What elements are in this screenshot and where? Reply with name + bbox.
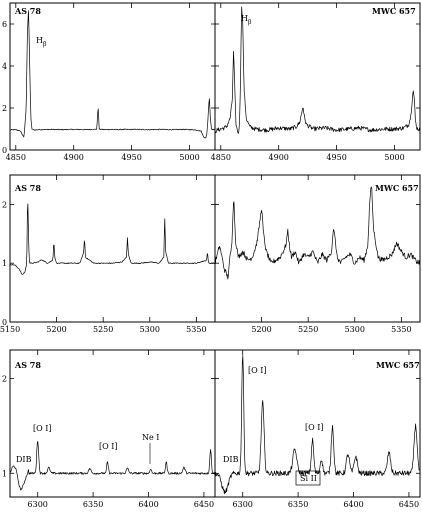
x-tick-label: 6450 [399, 500, 419, 509]
hbeta-sub: β [43, 41, 47, 48]
dib-label: DIB [16, 455, 32, 464]
x-tick-label: 4850 [6, 153, 26, 162]
panel-frame [214, 2, 421, 151]
x-tick-label: 4950 [326, 153, 346, 162]
oi-6300-label: [O I] [248, 366, 267, 375]
x-tick-label: 4850 [211, 153, 231, 162]
hbeta-h: H [36, 36, 43, 45]
spectrum-line-left [9, 441, 216, 491]
hbeta-label: Hβ [36, 36, 47, 48]
panel-top-left: AS 78 Hβ [9, 2, 216, 151]
x-tick-label: 5000 [179, 153, 199, 162]
hbeta-label: Hβ [241, 14, 252, 26]
star-label-mwc657: MWC 657 [376, 360, 420, 370]
oi-6363-label: [O I] [305, 423, 324, 432]
x-tick-label: 5300 [345, 325, 365, 334]
chart-marks: 0 2 4 6 4850 4900 4950 5000 4850 4900 4950 5000 0 1 2 5… [0, 3, 421, 509]
dib-label: DIB [223, 455, 239, 464]
x-tick-label: 5000 [384, 153, 404, 162]
panel-frame [9, 2, 216, 151]
hbeta-sub: β [248, 19, 252, 26]
y-tick-label: 2 [2, 374, 7, 383]
y-tick-label: 1 [2, 469, 7, 478]
x-tick-label: 5200 [46, 325, 66, 334]
x-tick-label: 6400 [138, 500, 158, 509]
x-tick-label: 5150 [0, 325, 20, 334]
star-label-mwc657: MWC 657 [375, 183, 419, 193]
panel-top-right: MWC 657 Hβ [214, 2, 421, 151]
spectrum-line-left [9, 10, 215, 139]
x-tick-label: 6300 [28, 500, 48, 509]
panel-bottom-left: AS 78 DIB [O I] [O I] Ne I [9, 349, 216, 498]
star-label-as78: AS 78 [14, 360, 41, 370]
y-tick-label: 0 [2, 318, 7, 327]
x-tick-label: 6400 [343, 500, 363, 509]
x-tick-label: 5250 [93, 325, 113, 334]
spectrum-line-right [214, 186, 420, 280]
panel-frame [9, 174, 216, 323]
x-tick-label: 5350 [186, 325, 206, 334]
x-tick-label: 4950 [121, 153, 141, 162]
panel-middle-right: MWC 657 [214, 174, 421, 323]
panel-bottom-right: MWC 657 DIB [O I] [O I] Si II [214, 349, 421, 498]
y-tick-label: 2 [2, 104, 7, 113]
y-tick-label: 4 [2, 62, 7, 71]
y-tick-label: 0 [2, 146, 7, 155]
x-tick-label: 6350 [83, 500, 103, 509]
x-tick-label: 6450 [194, 500, 214, 509]
y-tick-label: 2 [2, 200, 7, 209]
spectrum-line-right [214, 355, 421, 495]
star-label-mwc657: MWC 657 [372, 6, 416, 16]
x-tick-label: 6300 [233, 500, 253, 509]
panel-frame [214, 349, 421, 498]
x-tick-label: 5200 [251, 325, 271, 334]
y-tick-label: 6 [2, 20, 7, 29]
spectrum-line-left [9, 203, 215, 275]
spectrum-line-right [214, 6, 420, 134]
panel-middle-left: AS 78 [9, 174, 216, 323]
si-ii-label: Si II [300, 474, 317, 483]
panel-frame [214, 174, 421, 323]
star-label-as78: AS 78 [14, 6, 41, 16]
hbeta-h: H [241, 14, 248, 23]
x-tick-label: 6350 [288, 500, 308, 509]
x-tick-label: 5300 [140, 325, 160, 334]
x-tick-label: 5250 [298, 325, 318, 334]
star-label-as78: AS 78 [14, 183, 41, 193]
x-tick-label: 4900 [64, 153, 84, 162]
x-tick-label: 5350 [391, 325, 411, 334]
oi-6363-label: [O I] [99, 442, 118, 451]
y-tick-label: 1 [2, 259, 7, 268]
x-tick-label: 4900 [269, 153, 289, 162]
oi-6300-label: [O I] [33, 424, 52, 433]
nei-label: Ne I [142, 433, 159, 442]
